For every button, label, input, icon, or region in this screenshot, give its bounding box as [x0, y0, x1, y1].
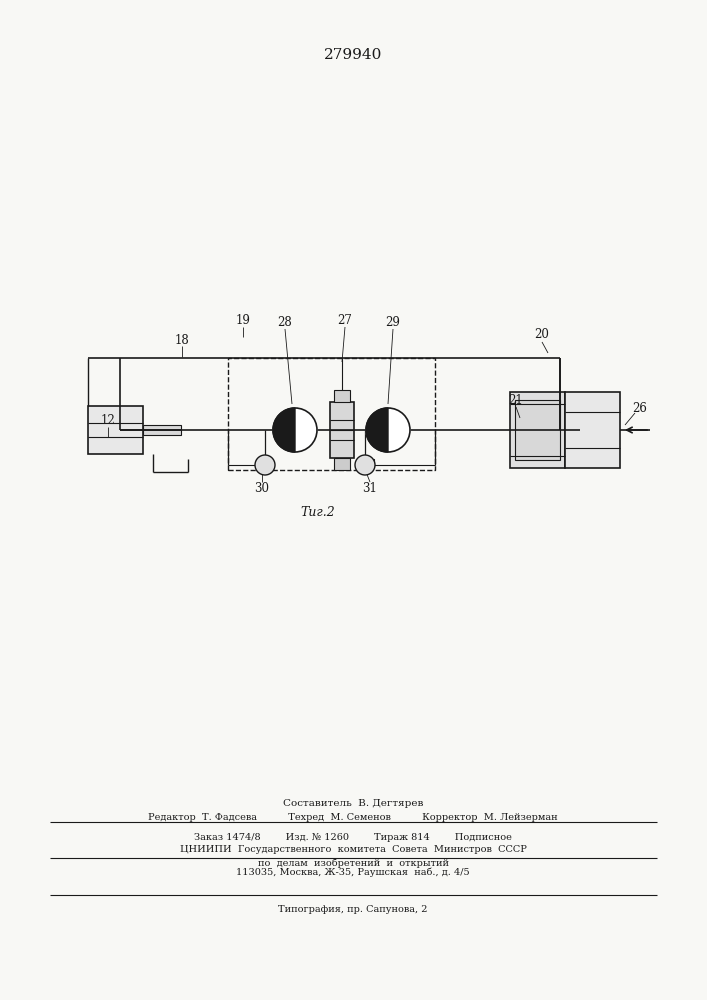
Bar — [330, 402, 354, 458]
Bar — [88, 406, 143, 454]
Circle shape — [255, 455, 275, 475]
Text: Типография, пр. Сапунова, 2: Типография, пр. Сапунова, 2 — [279, 906, 428, 914]
Bar — [334, 390, 350, 402]
Circle shape — [273, 408, 317, 452]
Text: 21: 21 — [508, 393, 523, 406]
Circle shape — [355, 455, 375, 475]
Bar — [565, 392, 620, 468]
Bar — [515, 400, 560, 460]
Text: 20: 20 — [534, 328, 549, 342]
Text: по  делам  изобретений  и  открытий: по делам изобретений и открытий — [257, 859, 448, 868]
Text: 30: 30 — [255, 482, 269, 494]
Polygon shape — [273, 408, 295, 452]
Text: 279940: 279940 — [324, 48, 382, 62]
Text: Редактор  Т. Фадсева          Техред  М. Семенов          Корректор  М. Лейзерма: Редактор Т. Фадсева Техред М. Семенов Ко… — [148, 813, 558, 822]
Circle shape — [366, 408, 410, 452]
Text: 28: 28 — [278, 316, 293, 328]
Bar — [256, 459, 266, 467]
Bar — [228, 358, 435, 470]
Bar — [510, 392, 565, 468]
Bar — [364, 459, 374, 467]
Bar — [334, 458, 350, 470]
Text: 12: 12 — [100, 414, 115, 426]
Text: 29: 29 — [385, 316, 400, 328]
Text: Заказ 1474/8        Изд. № 1260        Тираж 814        Подписное: Заказ 1474/8 Изд. № 1260 Тираж 814 Подпи… — [194, 832, 512, 842]
Text: 26: 26 — [633, 401, 648, 414]
Text: 18: 18 — [175, 334, 189, 347]
Text: 27: 27 — [337, 314, 352, 326]
Polygon shape — [366, 408, 388, 452]
Bar — [143, 425, 181, 435]
Text: Составитель  В. Дегтярев: Составитель В. Дегтярев — [283, 800, 423, 808]
Text: ЦНИИПИ  Государственного  комитета  Совета  Министров  СССР: ЦНИИПИ Государственного комитета Совета … — [180, 844, 527, 854]
Text: 113035, Москва, Ж-35, Раушская  наб., д. 4/5: 113035, Москва, Ж-35, Раушская наб., д. … — [236, 867, 470, 877]
Text: Τиг.2: Τиг.2 — [300, 506, 335, 520]
Text: 31: 31 — [363, 482, 378, 494]
Text: 19: 19 — [235, 314, 250, 326]
